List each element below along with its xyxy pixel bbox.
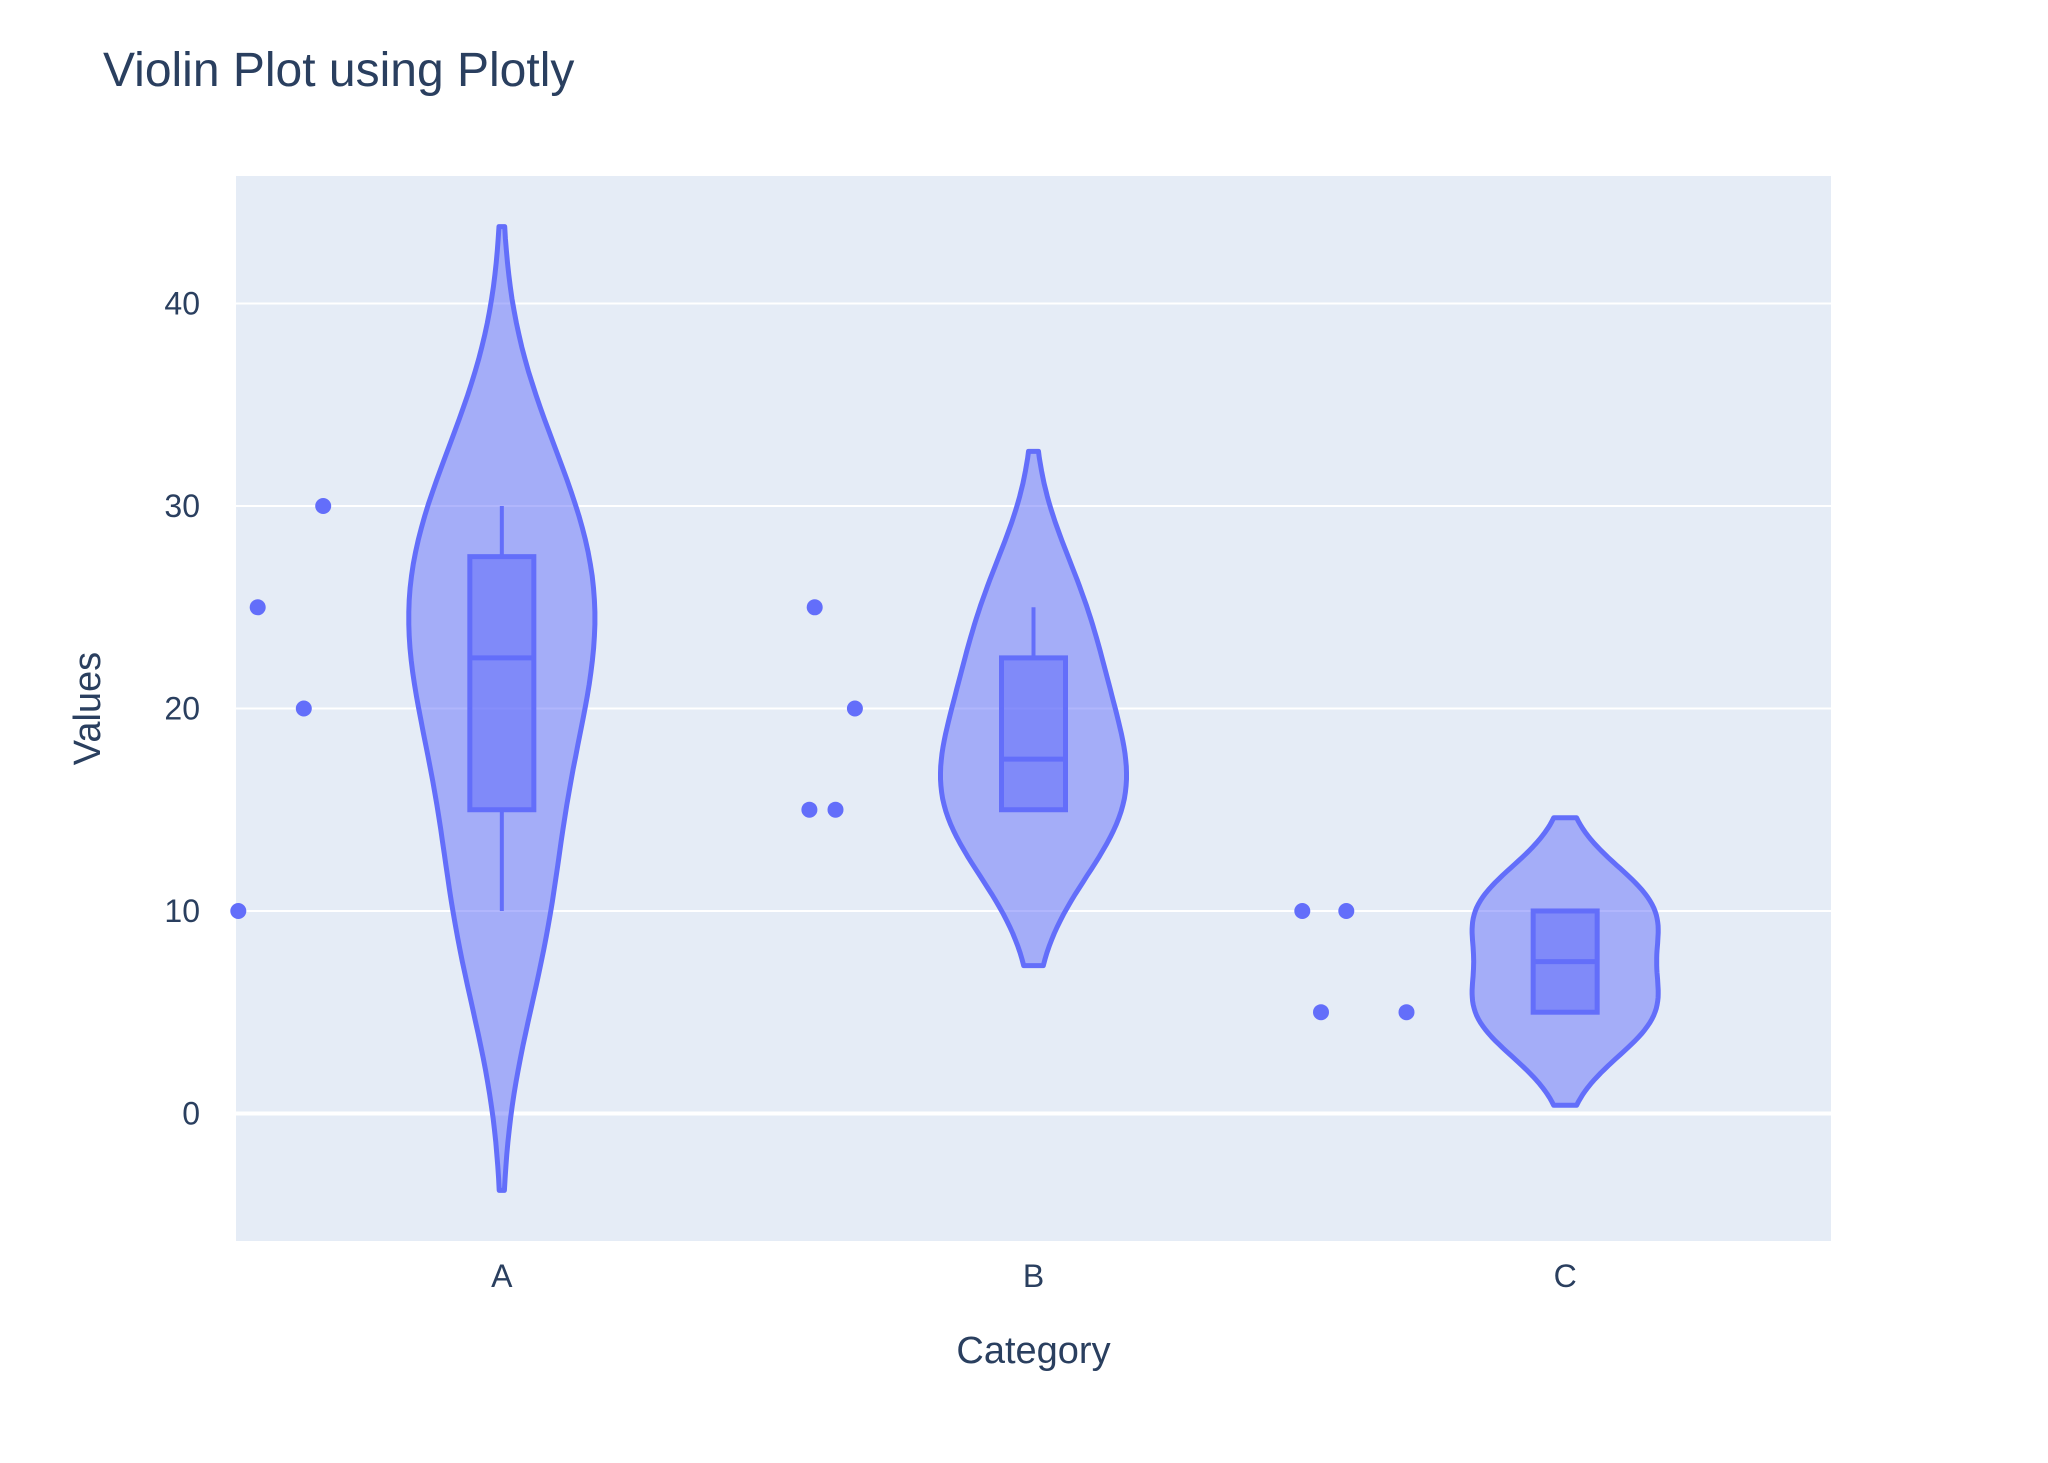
- y-axis-ticks: 0 10 20 30 40: [164, 286, 200, 1132]
- x-tick-label: B: [1023, 1258, 1044, 1294]
- data-point-B: [846, 700, 863, 717]
- y-tick-label: 40: [164, 286, 200, 322]
- x-axis-title: Category: [956, 1330, 1110, 1372]
- x-tick-label: C: [1554, 1258, 1577, 1294]
- violin-group-A: [230, 224, 598, 1193]
- data-point-C: [1294, 903, 1311, 919]
- data-point-C: [1398, 1004, 1415, 1021]
- data-point-B: [801, 801, 818, 818]
- box-B: [999, 655, 1068, 813]
- chart-title: Violin Plot using Plotly: [103, 44, 574, 97]
- box-A: [467, 554, 537, 813]
- x-tick-label: A: [491, 1258, 513, 1294]
- x-axis-ticks: A B C: [491, 1258, 1577, 1294]
- violins: [230, 224, 1661, 1193]
- data-point-A: [315, 498, 332, 514]
- y-tick-label: 30: [164, 488, 200, 524]
- data-point-C: [1338, 903, 1355, 919]
- data-point-A: [295, 700, 312, 717]
- data-point-B: [806, 599, 823, 616]
- y-tick-label: 10: [164, 893, 200, 929]
- data-point-B: [827, 801, 844, 818]
- y-tick-label: 20: [164, 691, 200, 727]
- violin-group-B: [801, 448, 1129, 969]
- data-point-A: [230, 903, 247, 919]
- violin-group-C: [1294, 815, 1661, 1108]
- data-point-A: [249, 599, 266, 616]
- data-point-C: [1313, 1004, 1329, 1021]
- y-axis-title: Values: [67, 652, 109, 765]
- y-tick-label: 0: [182, 1095, 200, 1131]
